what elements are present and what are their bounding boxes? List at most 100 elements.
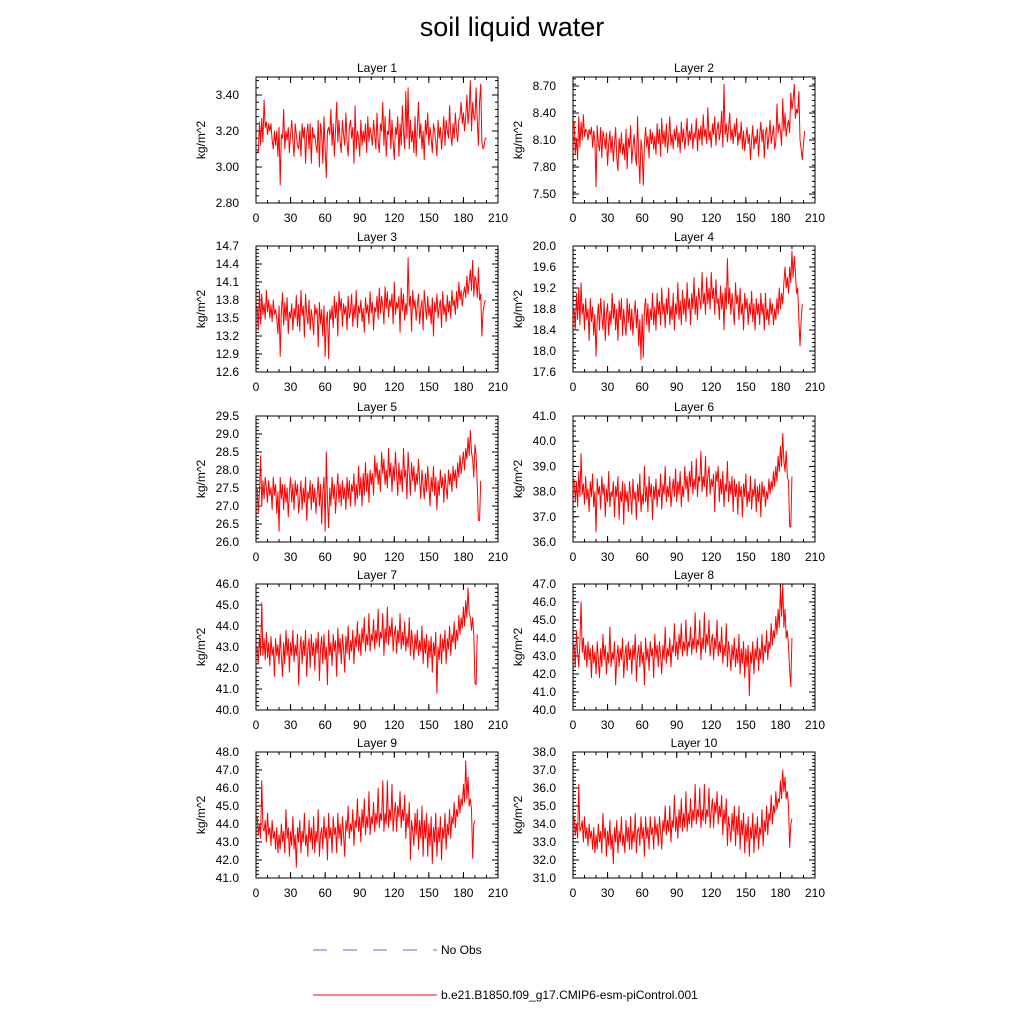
panel-layer-1: Layer 1 kg/m^2 0 30 60 90 120 150 180 210 2.80 3.00… xyxy=(194,61,508,225)
x-tick-label: 150 xyxy=(736,380,756,394)
x-tick-label: 150 xyxy=(736,550,756,564)
x-tick-label: 30 xyxy=(601,380,615,394)
x-tick-label: 120 xyxy=(384,550,404,564)
y-tick-label: 20.0 xyxy=(533,239,557,253)
x-tick-label: 180 xyxy=(770,550,790,564)
x-tick-label: 60 xyxy=(635,380,649,394)
plot-frame-layer-4 xyxy=(572,245,816,373)
x-tick-label: 90 xyxy=(670,211,684,225)
ylabel-layer-3: kg/m^2 xyxy=(194,290,208,329)
y-tick-label: 3.40 xyxy=(216,88,240,102)
ylabel-layer-4: kg/m^2 xyxy=(511,290,525,329)
y-tick-label: 12.9 xyxy=(216,347,240,361)
x-tick-label: 180 xyxy=(453,886,473,900)
y-tick-label: 8.70 xyxy=(533,79,557,93)
y-tick-label: 44.0 xyxy=(533,631,557,645)
x-tick-label: 30 xyxy=(284,380,298,394)
plot-frame-layer-3 xyxy=(255,245,499,373)
plot-frame-layer-10 xyxy=(572,751,816,879)
y-tick-label: 46.0 xyxy=(533,595,557,609)
x-tick-label: 180 xyxy=(453,380,473,394)
y-tick-label: 43.0 xyxy=(533,649,557,663)
x-tick-label: 210 xyxy=(488,211,508,225)
y-tick-label: 18.8 xyxy=(533,302,557,316)
y-tick-label: 42.0 xyxy=(216,853,240,867)
x-tick-label: 0 xyxy=(253,718,260,732)
series-line-layer-6 xyxy=(573,433,793,533)
x-tick-label: 210 xyxy=(805,211,825,225)
y-tick-label: 44.0 xyxy=(216,817,240,831)
series-line-layer-10 xyxy=(573,769,793,865)
x-tick-label: 30 xyxy=(601,886,615,900)
plot-frame-layer-9 xyxy=(255,751,499,879)
panel-title-layer-10: Layer 10 xyxy=(671,736,718,750)
panel-layer-2: Layer 2 kg/m^2 0 30 60 90 120 150 180 210 7.50 7.80… xyxy=(511,61,825,225)
x-tick-label: 120 xyxy=(384,886,404,900)
x-tick-label: 210 xyxy=(488,550,508,564)
x-tick-label: 30 xyxy=(284,550,298,564)
y-tick-label: 36.0 xyxy=(533,535,557,549)
y-tick-label: 18.4 xyxy=(533,323,557,337)
x-tick-label: 0 xyxy=(253,380,260,394)
y-tick-label: 42.0 xyxy=(533,667,557,681)
panel-title-layer-6: Layer 6 xyxy=(674,400,714,414)
legend-model-label: b.e21.B1850.f09_g17.CMIP6-esm-piControl.… xyxy=(441,988,698,1002)
x-tick-label: 0 xyxy=(253,550,260,564)
panel-title-layer-3: Layer 3 xyxy=(357,230,397,244)
panel-title-layer-9: Layer 9 xyxy=(357,736,397,750)
x-tick-label: 60 xyxy=(318,380,332,394)
y-tick-label: 29.5 xyxy=(216,409,240,423)
x-tick-label: 120 xyxy=(701,211,721,225)
x-tick-label: 90 xyxy=(353,211,367,225)
panel-title-layer-8: Layer 8 xyxy=(674,568,714,582)
y-tick-label: 48.0 xyxy=(216,745,240,759)
x-tick-label: 120 xyxy=(701,718,721,732)
ylabel-layer-9: kg/m^2 xyxy=(194,796,208,835)
x-tick-label: 210 xyxy=(805,380,825,394)
ylabel-layer-6: kg/m^2 xyxy=(511,460,525,499)
y-tick-label: 45.0 xyxy=(216,799,240,813)
x-tick-label: 180 xyxy=(770,718,790,732)
x-tick-label: 120 xyxy=(384,211,404,225)
series-line-layer-2 xyxy=(573,83,806,188)
y-tick-label: 34.0 xyxy=(533,817,557,831)
x-tick-label: 180 xyxy=(770,886,790,900)
y-tick-label: 13.5 xyxy=(216,311,240,325)
y-tick-label: 41.0 xyxy=(533,685,557,699)
y-tick-label: 7.50 xyxy=(533,187,557,201)
x-tick-label: 60 xyxy=(318,886,332,900)
x-tick-label: 0 xyxy=(570,886,577,900)
series-line-layer-4 xyxy=(573,250,803,360)
x-tick-label: 90 xyxy=(670,380,684,394)
series-line-layer-5 xyxy=(256,429,482,532)
x-tick-label: 150 xyxy=(419,718,439,732)
ylabel-layer-7: kg/m^2 xyxy=(194,628,208,667)
y-tick-label: 18.0 xyxy=(533,344,557,358)
panel-title-layer-1: Layer 1 xyxy=(357,61,397,75)
y-tick-label: 13.8 xyxy=(216,293,240,307)
x-tick-label: 90 xyxy=(353,380,367,394)
y-tick-label: 7.80 xyxy=(533,160,557,174)
y-tick-label: 37.0 xyxy=(533,763,557,777)
x-tick-label: 150 xyxy=(419,886,439,900)
y-tick-label: 2.80 xyxy=(216,196,240,210)
y-tick-label: 27.0 xyxy=(216,499,240,513)
x-tick-label: 90 xyxy=(353,718,367,732)
y-tick-label: 8.10 xyxy=(533,133,557,147)
x-tick-label: 120 xyxy=(384,718,404,732)
x-tick-label: 210 xyxy=(805,718,825,732)
x-tick-label: 120 xyxy=(701,550,721,564)
x-tick-label: 30 xyxy=(284,211,298,225)
y-tick-label: 32.0 xyxy=(533,853,557,867)
ylabel-layer-2: kg/m^2 xyxy=(511,121,525,160)
ylabel-layer-10: kg/m^2 xyxy=(511,796,525,835)
y-tick-label: 17.6 xyxy=(533,365,557,379)
panel-title-layer-5: Layer 5 xyxy=(357,400,397,414)
x-tick-label: 180 xyxy=(770,211,790,225)
y-tick-label: 31.0 xyxy=(533,871,557,885)
x-tick-label: 0 xyxy=(253,211,260,225)
panel-layer-4: Layer 4 kg/m^2 0 30 60 90 120 150 180 210 17.6 18.0… xyxy=(511,230,825,394)
x-tick-label: 60 xyxy=(635,550,649,564)
y-tick-label: 8.40 xyxy=(533,106,557,120)
series-line-layer-8 xyxy=(573,583,793,697)
